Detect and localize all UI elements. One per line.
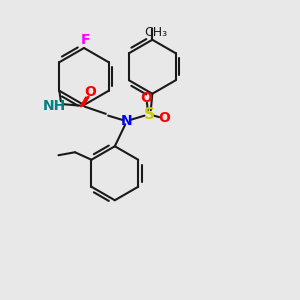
Text: O: O bbox=[84, 85, 96, 99]
Text: O: O bbox=[158, 111, 170, 125]
Text: F: F bbox=[81, 34, 90, 47]
Text: NH: NH bbox=[43, 99, 66, 113]
Text: O: O bbox=[140, 91, 152, 105]
Text: N: N bbox=[121, 114, 133, 128]
Text: CH₃: CH₃ bbox=[144, 26, 167, 39]
Text: S: S bbox=[144, 107, 155, 122]
